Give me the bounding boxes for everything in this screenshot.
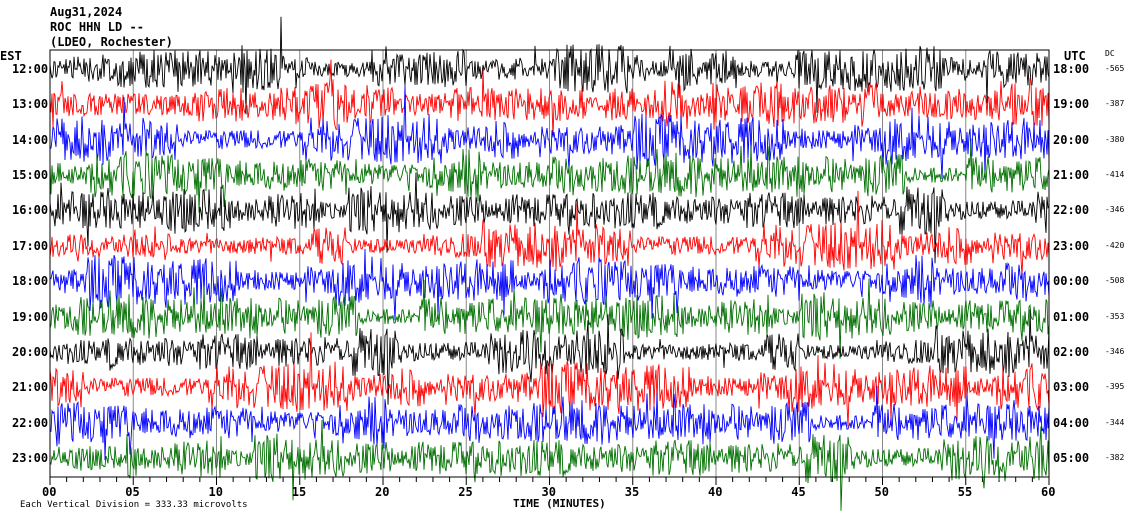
utc-time-label: 03:00 [1053,380,1090,395]
x-tick-label: 30 [541,485,556,499]
dc-offset-label: -380 [1105,134,1125,144]
trace-row-0 [49,16,1050,115]
utc-time-label: 23:00 [1053,238,1090,253]
trace-row-2 [49,84,1050,179]
trace-row-5 [49,190,1050,276]
dc-title: DC [1105,49,1115,58]
utc-time-label: 00:00 [1053,274,1090,289]
x-tick-label: 15 [291,485,307,499]
x-tick-label: 00 [42,485,57,499]
date-label: Aug31,2024 [50,5,123,19]
dc-offset-label: -395 [1105,382,1125,392]
dc-offset-label: -344 [1105,417,1125,427]
plot-frame [49,49,1050,478]
est-time-label: 12:00 [12,62,49,76]
x-tick-label: 55 [957,485,973,499]
dc-offset-label: -382 [1105,453,1125,462]
x-tick-label: 10 [208,485,223,499]
est-time-label: 14:00 [12,132,49,147]
trace-row-6 [49,248,1050,321]
est-axis-title: EST [0,49,22,63]
est-time-label: 15:00 [12,168,49,183]
trace-row-1 [49,59,1050,138]
x-tick-label: 25 [458,485,473,499]
est-time-label: 21:00 [12,380,49,395]
dc-offset-label: -420 [1105,240,1125,250]
x-tick-label: 40 [708,485,723,499]
utc-time-label: 05:00 [1053,451,1090,465]
network-label: (LDEO, Rochester) [50,35,173,49]
est-time-label: 13:00 [12,97,49,112]
dc-offset-label: -346 [1105,346,1125,356]
trace-row-11 [49,419,1050,511]
x-tick-label: 60 [1041,485,1056,499]
x-tick-label: 35 [624,485,640,499]
dc-offset-label: -565 [1105,64,1125,73]
utc-time-label: 18:00 [1053,62,1090,76]
utc-time-label: 20:00 [1053,132,1090,147]
trace-row-4 [49,172,1050,264]
utc-time-label: 01:00 [1053,309,1090,324]
utc-time-label: 22:00 [1053,203,1090,218]
trace-row-3 [49,138,1050,213]
trace-row-9 [49,332,1050,427]
x-axis-title: TIME (MINUTES) [513,497,606,510]
dc-offset-label: -414 [1105,170,1125,180]
est-time-label: 23:00 [12,451,49,465]
est-time-label: 18:00 [12,274,49,289]
station-label: ROC HHN LD -- [50,20,144,34]
x-tick-label: 20 [375,485,390,499]
x-tick-label: 45 [791,485,806,499]
utc-time-label: 02:00 [1053,344,1090,359]
x-tick-label: 50 [874,485,889,499]
dc-offset-label: -353 [1105,311,1125,321]
utc-axis-title: UTC [1064,49,1086,63]
x-tick-label: 05 [125,485,140,499]
utc-time-label: 04:00 [1053,415,1090,430]
trace-row-10 [49,385,1050,461]
est-time-label: 20:00 [12,344,49,359]
est-time-label: 19:00 [12,309,49,324]
est-time-label: 17:00 [12,238,49,253]
dc-offset-label: -387 [1105,99,1125,109]
dc-offset-label: -346 [1105,205,1125,215]
est-time-label: 22:00 [12,415,49,430]
utc-time-label: 19:00 [1053,97,1090,112]
scale-note: Each Vertical Division = 333.33 microvol… [20,500,248,510]
utc-time-label: 21:00 [1053,168,1090,183]
dc-offset-label: -508 [1105,276,1125,286]
trace-row-7 [49,278,1050,359]
est-time-label: 16:00 [12,203,49,218]
